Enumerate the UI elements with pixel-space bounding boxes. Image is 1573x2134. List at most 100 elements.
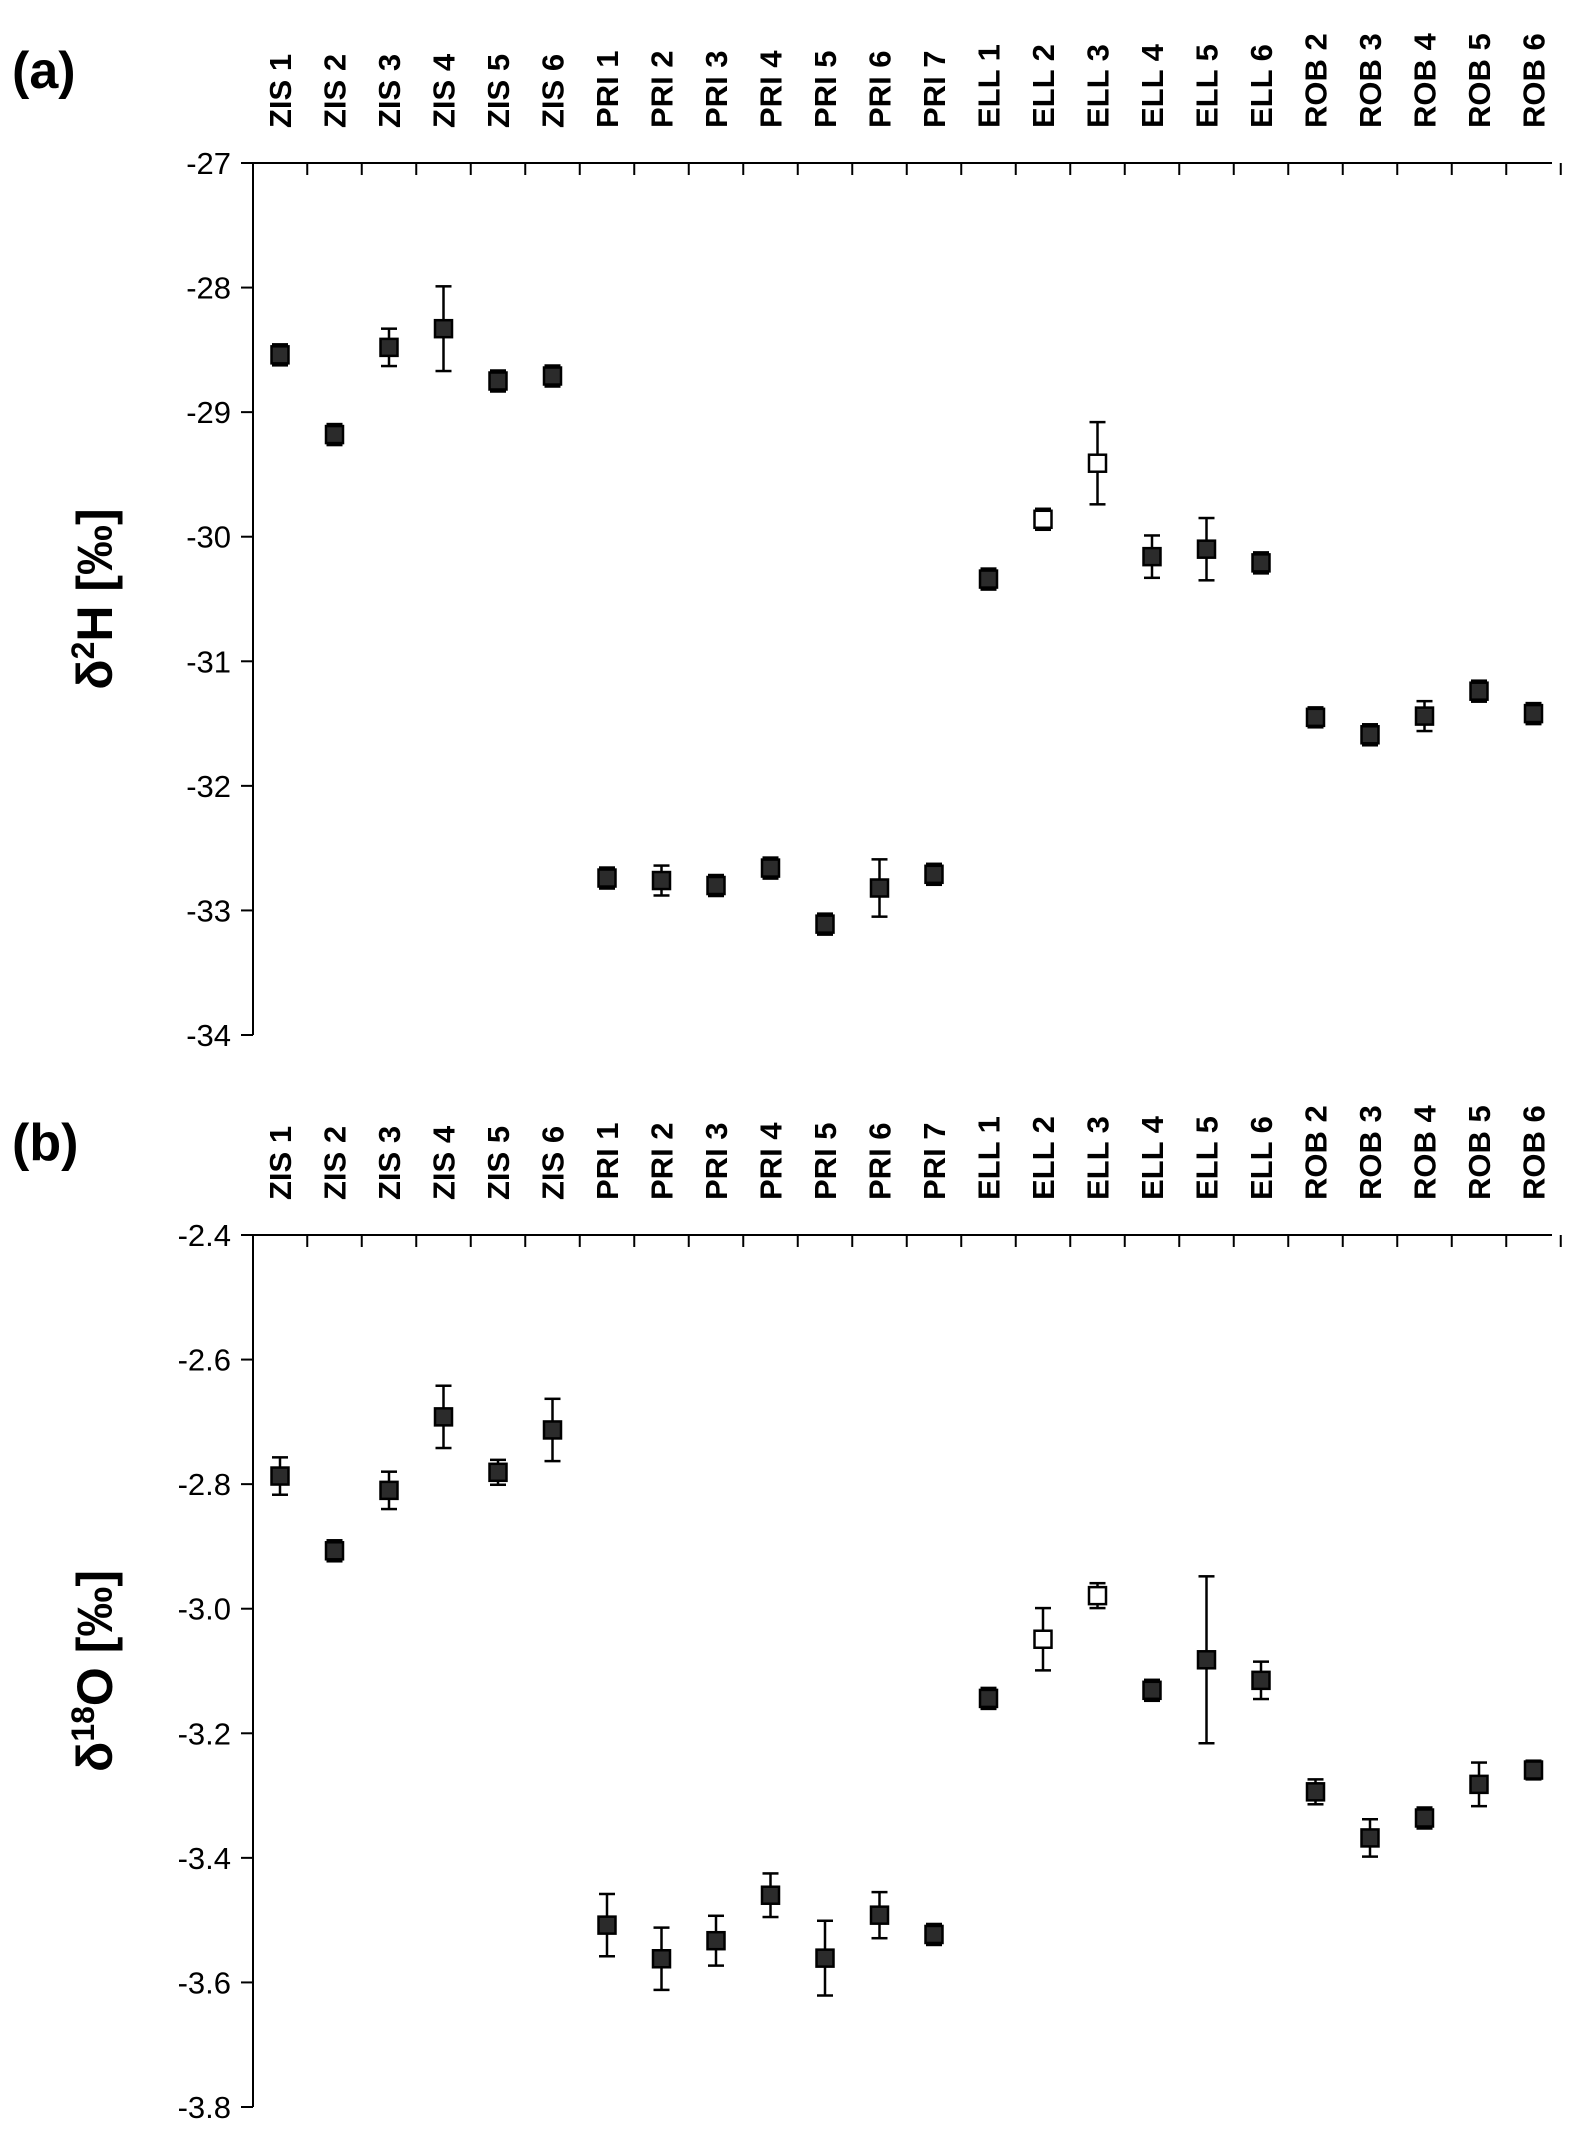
x-category-label: PRI 1 — [590, 1122, 625, 1200]
data-point — [597, 868, 617, 888]
data-point-open — [1087, 1585, 1108, 1606]
x-category-label: ROB 4 — [1408, 1105, 1443, 1201]
x-category-label: ZIS 5 — [481, 54, 516, 128]
data-point — [542, 366, 563, 386]
x-category-label: ZIS 3 — [372, 1126, 407, 1200]
x-category-label: ELL 4 — [1135, 43, 1170, 128]
x-category-label: ZIS 2 — [318, 54, 353, 128]
data-point — [1305, 707, 1326, 728]
y-tick-label: -3.6 — [178, 1965, 231, 2000]
x-category-label: PRI 6 — [863, 50, 898, 128]
x-category-label: ZIS 2 — [318, 1126, 353, 1200]
x-category-label: ZIS 5 — [481, 1126, 516, 1200]
data-point — [324, 1541, 345, 1561]
y-tick-label: -3.4 — [178, 1841, 231, 1876]
x-category-label: PRI 4 — [754, 50, 789, 128]
data-point — [379, 1480, 399, 1501]
y-tick-label: -2.4 — [178, 1218, 231, 1253]
x-category-label: ROB 4 — [1408, 33, 1443, 129]
data-point — [379, 337, 399, 358]
data-point — [433, 318, 454, 339]
data-point — [1360, 1828, 1380, 1848]
x-category-label: ROB 6 — [1517, 33, 1552, 128]
data-point — [651, 1949, 672, 1969]
panel-label: (b) — [12, 1114, 78, 1172]
data-point — [1414, 706, 1435, 726]
data-point — [597, 1915, 617, 1935]
y-tick-label: -27 — [186, 146, 231, 181]
data-point — [1251, 1670, 1271, 1691]
y-axis-label-superscript: 2 — [65, 642, 101, 660]
y-axis-label-text: H [‰] — [67, 508, 123, 641]
data-point — [1523, 703, 1544, 724]
data-point — [760, 858, 781, 878]
x-category-label: ELL 5 — [1190, 44, 1225, 128]
data-point-open — [1033, 1629, 1053, 1649]
data-point — [924, 1924, 944, 1945]
x-category-label: PRI 7 — [917, 1122, 952, 1200]
data-point — [760, 1885, 781, 1905]
data-point — [651, 870, 672, 891]
data-point — [869, 878, 890, 898]
y-tick-label: -3.0 — [178, 1592, 231, 1627]
y-tick-label: -31 — [186, 644, 231, 679]
data-point — [978, 1688, 999, 1709]
y-tick-label: -30 — [186, 520, 231, 555]
y-axis-label-text: O [‰] — [67, 1570, 123, 1706]
data-point — [1196, 539, 1217, 559]
y-axis-label: δ2H [‰] — [65, 508, 123, 689]
x-category-label: ROB 5 — [1462, 33, 1497, 128]
x-category-label: ZIS 4 — [427, 53, 462, 128]
x-category-label: ZIS 3 — [372, 54, 407, 128]
data-point-open — [1087, 453, 1108, 473]
x-category-label: PRI 1 — [590, 50, 625, 128]
data-point — [270, 1466, 290, 1486]
x-category-label: ELL 1 — [972, 44, 1007, 128]
data-point — [1469, 1774, 1489, 1795]
x-category-label: ROB 3 — [1353, 1105, 1388, 1200]
x-category-label: ZIS 1 — [263, 54, 298, 128]
x-category-label: ROB 2 — [1299, 33, 1334, 128]
data-point — [1142, 1680, 1162, 1701]
x-category-label: ELL 2 — [1026, 1116, 1061, 1200]
x-category-label: PRI 4 — [754, 1122, 789, 1200]
y-tick-label: -29 — [186, 395, 231, 430]
x-category-label: ROB 5 — [1462, 1105, 1497, 1200]
y-tick-label: -32 — [186, 769, 231, 804]
data-point — [542, 1420, 563, 1440]
x-category-label: PRI 2 — [645, 50, 680, 128]
panel-b: (b) δ18O [‰] -2.4 -2.6 -2.8 -3.0 -3.2 -3.4 -3.6 -… — [12, 1105, 1562, 2125]
x-category-label: PRI 3 — [699, 50, 734, 128]
x-category-label: ROB 6 — [1517, 1105, 1552, 1200]
data-point — [1305, 1782, 1326, 1802]
y-tick-label: -2.8 — [178, 1467, 231, 1502]
data-point-open — [1033, 509, 1053, 530]
x-category-label: ELL 3 — [1081, 44, 1116, 128]
data-point — [924, 864, 944, 885]
x-category-label: PRI 7 — [917, 50, 952, 128]
data-point — [978, 569, 999, 589]
data-point — [1251, 553, 1271, 573]
x-category-label: ELL 1 — [972, 1116, 1007, 1200]
x-category-label: ROB 2 — [1299, 1105, 1334, 1200]
data-point — [488, 1462, 508, 1483]
data-point — [815, 1948, 835, 1968]
y-tick-label: -3.2 — [178, 1716, 231, 1751]
data-point — [1414, 1808, 1435, 1828]
x-category-label: ZIS 4 — [427, 1125, 462, 1200]
x-category-label: ELL 6 — [1244, 1116, 1279, 1200]
data-point — [1196, 1650, 1217, 1670]
x-category-label: PRI 5 — [808, 1122, 843, 1200]
data-point — [270, 345, 290, 365]
x-category-label: PRI 6 — [863, 1122, 898, 1200]
x-category-label: ROB 3 — [1353, 33, 1388, 128]
data-point — [706, 875, 726, 896]
y-tick-label: -3.8 — [178, 2090, 231, 2125]
y-tick-label: -34 — [186, 1018, 231, 1053]
x-category-label: ZIS 6 — [536, 1126, 571, 1200]
x-category-label: PRI 2 — [645, 1122, 680, 1200]
y-axis-label-symbol: δ — [67, 1742, 123, 1772]
x-category-label: ZIS 6 — [536, 54, 571, 128]
y-tick-label: -28 — [186, 271, 231, 306]
